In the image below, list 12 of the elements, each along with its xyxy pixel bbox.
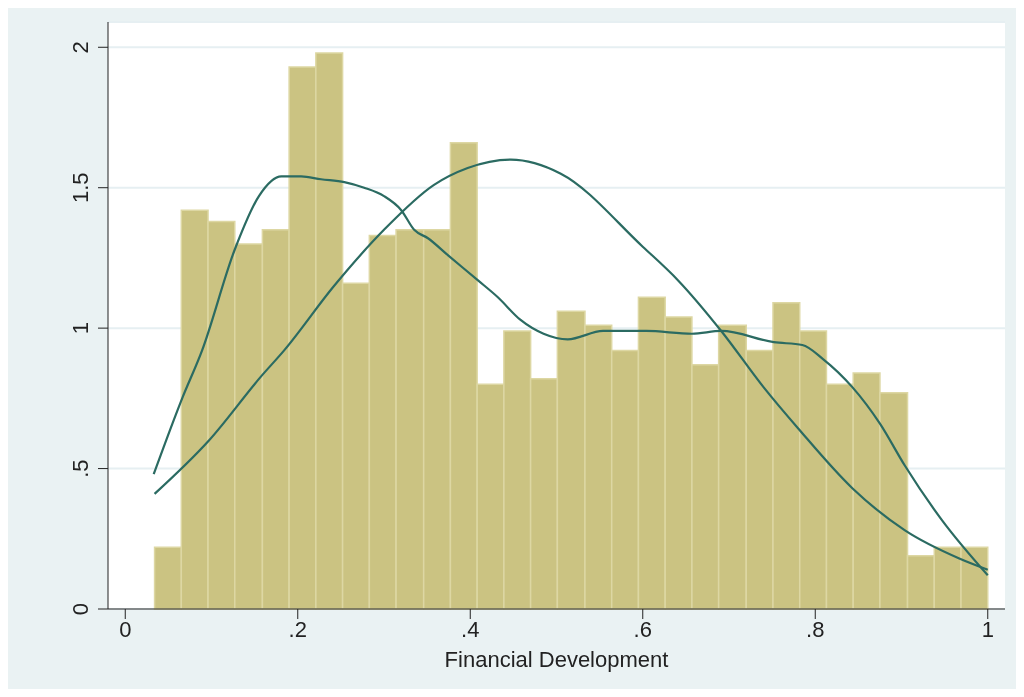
y-tick-label: .5 [68,459,93,478]
x-tick-label: .2 [288,616,307,642]
x-tick-label: .4 [461,616,480,642]
x-tick-label: 1 [981,616,994,642]
y-tick-label: 1.5 [68,172,93,204]
y-tick-label: 0 [68,602,93,616]
x-axis-title: Financial Development [444,647,669,672]
y-tick-label: 2 [68,41,93,54]
x-tick-label: 0 [119,616,132,642]
x-tick-label: .6 [633,616,652,642]
y-tick-label: 1 [68,322,93,335]
x-tick-label: .8 [806,616,825,642]
